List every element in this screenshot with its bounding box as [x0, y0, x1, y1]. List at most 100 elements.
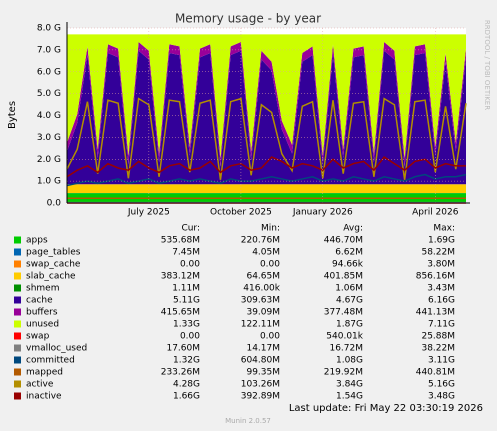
area: [67, 184, 466, 194]
legend-value: 220.76M: [241, 236, 280, 246]
legend-value: 7.11G: [428, 320, 455, 330]
legend-value: 16.72M: [329, 344, 363, 354]
legend-swatch: [14, 380, 21, 388]
legend-swatch: [14, 236, 21, 244]
legend-value: 3.48G: [428, 392, 455, 402]
area: [67, 50, 466, 185]
y-tick-label: 6.0 G: [37, 67, 61, 77]
y-tick-label: 5.0 G: [37, 89, 61, 99]
legend-value: 3.43M: [427, 284, 455, 294]
legend-value: 6.62M: [335, 248, 363, 258]
line: [66, 97, 467, 180]
legend-value: 383.12M: [161, 272, 200, 282]
legend-swatch: [14, 356, 21, 364]
chart-title: Memory usage - by year: [175, 12, 321, 26]
legend-value: 3.11G: [428, 356, 455, 366]
legend-name: shmem: [26, 284, 59, 294]
legend-name: cache: [26, 296, 53, 306]
legend-header: Cur:: [181, 224, 200, 234]
legend-value: 0.00: [260, 260, 280, 270]
legend-value: 94.66k: [332, 260, 364, 270]
legend-swatch: [14, 284, 21, 292]
legend-value: 38.22M: [421, 344, 455, 354]
legend-value: 99.35M: [246, 368, 280, 378]
legend-swatch: [14, 344, 21, 352]
line: [66, 156, 466, 178]
side-text: RRDTOOL / TOBI OETIKER: [483, 20, 491, 110]
y-axis-label: Bytes: [7, 101, 18, 129]
legend-name: active: [26, 380, 54, 390]
y-tick-label: 7.0 G: [37, 45, 61, 55]
legend-value: 103.26M: [241, 380, 280, 390]
legend-value: 1.33G: [173, 320, 200, 330]
legend-value: 440.81M: [416, 368, 455, 378]
legend-value: 1.69G: [428, 236, 455, 246]
legend-value: 122.11M: [241, 320, 280, 330]
legend-value: 0.00: [180, 260, 200, 270]
legend-value: 535.68M: [161, 236, 200, 246]
y-tick-label: 0.0: [47, 199, 62, 209]
x-tick-label: October 2025: [210, 208, 272, 218]
y-tick-label: 2.0 G: [37, 155, 61, 165]
legend-value: 3.84G: [336, 380, 363, 390]
legend-value: 1.54G: [336, 392, 363, 402]
legend-value: 415.65M: [161, 308, 200, 318]
legend-name: page_tables: [26, 248, 81, 258]
legend-swatch: [14, 368, 21, 376]
legend-value: 392.89M: [241, 392, 280, 402]
legend-value: 1.32G: [173, 356, 200, 366]
x-tick-label: April 2026: [412, 208, 459, 218]
legend-value: 4.05M: [252, 248, 280, 258]
legend-swatch: [14, 320, 21, 328]
legend-name: apps: [26, 236, 48, 246]
legend-value: 39.09M: [246, 308, 280, 318]
legend-value: 7.45M: [172, 248, 200, 258]
legend-header: Max:: [433, 224, 455, 234]
legend-value: 1.06M: [335, 284, 363, 294]
legend-value: 3.80M: [427, 260, 455, 270]
footer: Munin 2.0.57: [225, 417, 271, 425]
legend-header: Min:: [261, 224, 280, 234]
area: [67, 42, 466, 167]
line: [66, 173, 467, 187]
legend-value: 1.08G: [336, 356, 363, 366]
legend-name: swap_cache: [26, 260, 81, 270]
legend-name: vmalloc_used: [26, 344, 87, 354]
legend-value: 0.00: [180, 332, 200, 342]
legend-name: inactive: [26, 392, 62, 402]
legend-header: Avg:: [343, 224, 363, 234]
legend-swatch: [14, 308, 21, 316]
y-tick-label: 3.0 G: [37, 133, 61, 143]
legend-value: 401.85M: [324, 272, 363, 282]
legend-value: 14.17M: [246, 344, 280, 354]
legend-name: swap: [26, 332, 50, 342]
legend-swatch: [14, 272, 21, 280]
legend-value: 604.80M: [241, 356, 280, 366]
y-tick-label: 4.0 G: [37, 111, 61, 121]
legend-name: buffers: [26, 308, 58, 318]
legend-value: 64.65M: [246, 272, 280, 282]
legend-value: 1.11M: [172, 284, 200, 294]
legend-swatch: [14, 392, 21, 400]
legend-value: 540.01k: [326, 332, 363, 342]
legend-value: 4.67G: [336, 296, 363, 306]
legend-value: 58.22M: [421, 248, 455, 258]
legend-swatch: [14, 332, 21, 340]
legend-value: 309.63M: [241, 296, 280, 306]
legend-value: 219.92M: [324, 368, 363, 378]
legend-swatch: [14, 260, 21, 268]
legend-value: 6.16G: [428, 296, 455, 306]
legend-value: 1.87G: [336, 320, 363, 330]
legend-name: slab_cache: [26, 272, 76, 282]
legend-value: 5.11G: [173, 296, 200, 306]
last-update: Last update: Fri May 22 03:30:19 2026: [289, 403, 483, 414]
legend-name: unused: [26, 320, 59, 330]
legend-value: 25.88M: [421, 332, 455, 342]
legend-swatch: [14, 248, 21, 256]
legend-value: 5.16G: [428, 380, 455, 390]
legend-value: 416.00k: [243, 284, 280, 294]
legend-value: 856.16M: [416, 272, 455, 282]
legend-value: 377.48M: [324, 308, 363, 318]
x-tick-label: January 2026: [292, 208, 353, 218]
